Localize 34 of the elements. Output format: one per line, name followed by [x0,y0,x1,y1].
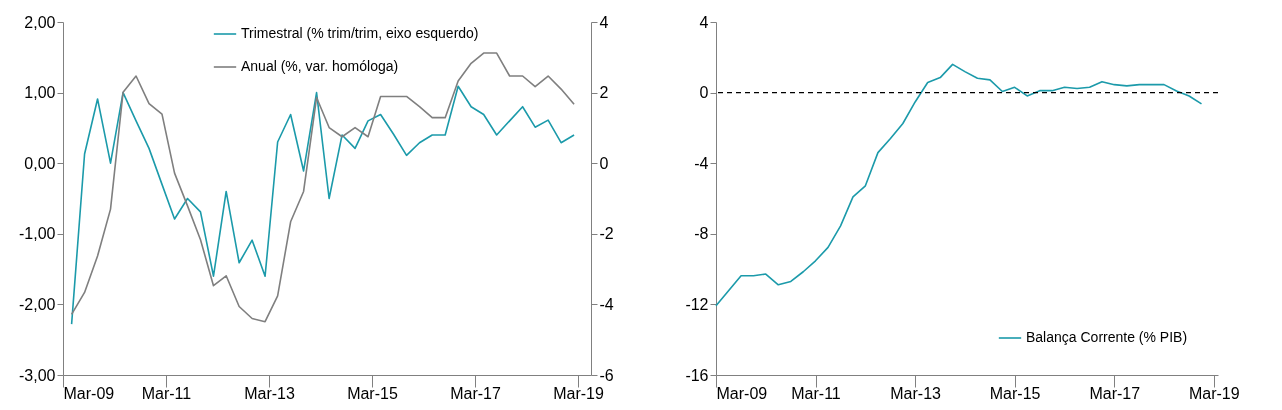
legend-label: Anual (%, var. homóloga) [241,58,399,74]
y-tick-label: 0,00 [24,154,56,172]
y2-tick-label: 0 [599,154,609,172]
x-tick-label: Mar-11 [791,384,841,402]
y-tick-label: 4 [699,13,709,31]
y2-tick-label: -6 [599,366,614,384]
y-tick-label: -2,00 [19,295,56,313]
x-tick-label: Mar-15 [989,384,1041,402]
y2-tick-label: -4 [599,295,614,313]
y-tick-label: -1,00 [19,225,56,243]
x-tick-label: Mar-09 [716,384,768,402]
x-tick-label: Mar-13 [890,384,942,402]
x-tick-label: Mar-17 [450,384,502,402]
legend-label: Trimestral (% trim/trim, eixo esquerdo) [241,25,479,41]
x-tick-label: Mar-19 [553,384,604,402]
y-tick-label: -4 [694,154,709,172]
y-tick-label: -12 [685,295,709,313]
x-tick-label: Mar-11 [141,384,192,402]
x-tick-label: Mar-09 [63,384,115,402]
y2-tick-label: -2 [599,225,614,243]
y-tick-label: -16 [685,366,709,384]
y2-tick-label: 4 [599,13,609,31]
x-tick-label: Mar-17 [1089,384,1141,402]
x-tick-label: Mar-19 [1188,384,1240,402]
y2-tick-label: 2 [599,84,609,102]
x-tick-label: Mar-13 [244,384,295,402]
y-tick-label: 2,00 [24,13,56,31]
y-tick-label: -8 [694,225,709,243]
y-tick-label: 0 [699,84,709,102]
x-tick-label: Mar-15 [347,384,398,402]
y-tick-label: -3,00 [19,366,56,384]
y-tick-label: 1,00 [24,84,56,102]
legend-label: Balança Corrente (% PIB) [1026,329,1188,345]
line-series [715,63,1203,307]
